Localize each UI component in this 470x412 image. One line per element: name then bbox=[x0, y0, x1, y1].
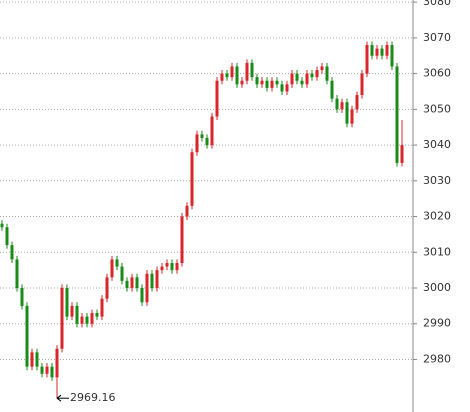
candle-body bbox=[235, 66, 239, 85]
candle-body bbox=[190, 152, 194, 206]
candle-body bbox=[15, 259, 19, 289]
y-tick-label: 2980 bbox=[423, 352, 451, 365]
candle-body bbox=[145, 273, 149, 303]
candle-body bbox=[90, 313, 94, 324]
candle-body bbox=[230, 66, 234, 78]
candle-body bbox=[85, 316, 89, 324]
candle-body bbox=[380, 48, 384, 56]
candle-body bbox=[205, 137, 209, 146]
candle-body bbox=[105, 277, 109, 299]
candle-body bbox=[175, 262, 179, 271]
candle-body bbox=[285, 84, 289, 92]
candle-body bbox=[295, 73, 299, 81]
candle-body bbox=[155, 270, 159, 289]
candle-body bbox=[355, 95, 359, 110]
candle-body bbox=[45, 366, 49, 374]
candle-body bbox=[25, 305, 29, 367]
candle-body bbox=[215, 80, 219, 117]
candle-body bbox=[55, 348, 59, 378]
candle-body bbox=[30, 352, 34, 367]
candle-body bbox=[325, 66, 329, 81]
candle-body bbox=[110, 259, 114, 278]
candle-body bbox=[245, 62, 249, 81]
candle-body bbox=[390, 45, 394, 67]
candle-body bbox=[5, 227, 9, 246]
candle-body bbox=[200, 134, 204, 138]
y-tick-label: 3060 bbox=[423, 67, 451, 80]
candle-body bbox=[260, 80, 264, 85]
candle-body bbox=[65, 288, 69, 317]
candle-body bbox=[150, 273, 154, 289]
candle-body bbox=[185, 205, 189, 217]
candle-body bbox=[290, 73, 294, 85]
candle-body bbox=[40, 366, 44, 374]
candle-body bbox=[140, 288, 144, 303]
candle-body bbox=[370, 45, 374, 56]
candle-body bbox=[170, 262, 174, 271]
candle-body bbox=[50, 366, 54, 378]
candle-body bbox=[35, 352, 39, 367]
y-tick-label: 2990 bbox=[423, 317, 451, 330]
candle-body bbox=[385, 45, 389, 56]
candle-body bbox=[225, 73, 229, 78]
candle-body bbox=[10, 245, 14, 260]
y-tick-label: 3020 bbox=[423, 210, 451, 223]
candle-body bbox=[75, 305, 79, 324]
y-tick-label: 3030 bbox=[423, 174, 451, 187]
candle-body bbox=[115, 259, 119, 267]
y-tick-label: 3070 bbox=[423, 31, 451, 44]
low-annotation: 2969.16 bbox=[70, 391, 116, 404]
y-tick-label: 3080 bbox=[423, 0, 451, 8]
candle-body bbox=[300, 80, 304, 85]
annotation-arrowhead bbox=[56, 394, 62, 402]
candle-body bbox=[250, 62, 254, 78]
candle-body bbox=[270, 80, 274, 88]
candle-body bbox=[180, 216, 184, 263]
candle-body bbox=[0, 223, 4, 228]
candle-body bbox=[70, 305, 74, 317]
candle-body bbox=[375, 48, 379, 56]
y-tick-label: 3040 bbox=[423, 138, 451, 151]
candle-body bbox=[60, 288, 64, 349]
candle-body bbox=[165, 262, 169, 267]
candle-body bbox=[365, 45, 369, 74]
candle-body bbox=[220, 73, 224, 81]
y-tick-label: 3000 bbox=[423, 281, 451, 294]
candle-body bbox=[305, 73, 309, 85]
candle-body bbox=[265, 80, 269, 88]
candle-body bbox=[20, 288, 24, 306]
candle-body bbox=[350, 109, 354, 124]
candle-body bbox=[130, 277, 134, 289]
candle-body bbox=[95, 313, 99, 317]
candle-body bbox=[400, 145, 404, 163]
candle-body bbox=[280, 84, 284, 92]
y-tick-label: 3010 bbox=[423, 245, 451, 258]
candle-body bbox=[125, 280, 129, 289]
candle-body bbox=[80, 316, 84, 324]
y-tick-label: 3050 bbox=[423, 102, 451, 115]
candle-body bbox=[240, 80, 244, 85]
candle-body bbox=[195, 134, 199, 153]
candle-body bbox=[120, 266, 124, 281]
candle-body bbox=[360, 73, 364, 96]
candle-body bbox=[100, 298, 104, 317]
candle-body bbox=[135, 277, 139, 289]
candle-body bbox=[330, 80, 334, 99]
candle-body bbox=[340, 102, 344, 110]
candle-body bbox=[210, 116, 214, 146]
candle-body bbox=[395, 66, 399, 163]
candle-body bbox=[275, 80, 279, 85]
candle-body bbox=[320, 66, 324, 71]
candle-body bbox=[345, 102, 349, 124]
candle-body bbox=[160, 266, 164, 271]
candle-body bbox=[255, 77, 259, 85]
candle-body bbox=[310, 73, 314, 78]
candle-body bbox=[335, 98, 339, 110]
candle-body bbox=[315, 70, 319, 78]
